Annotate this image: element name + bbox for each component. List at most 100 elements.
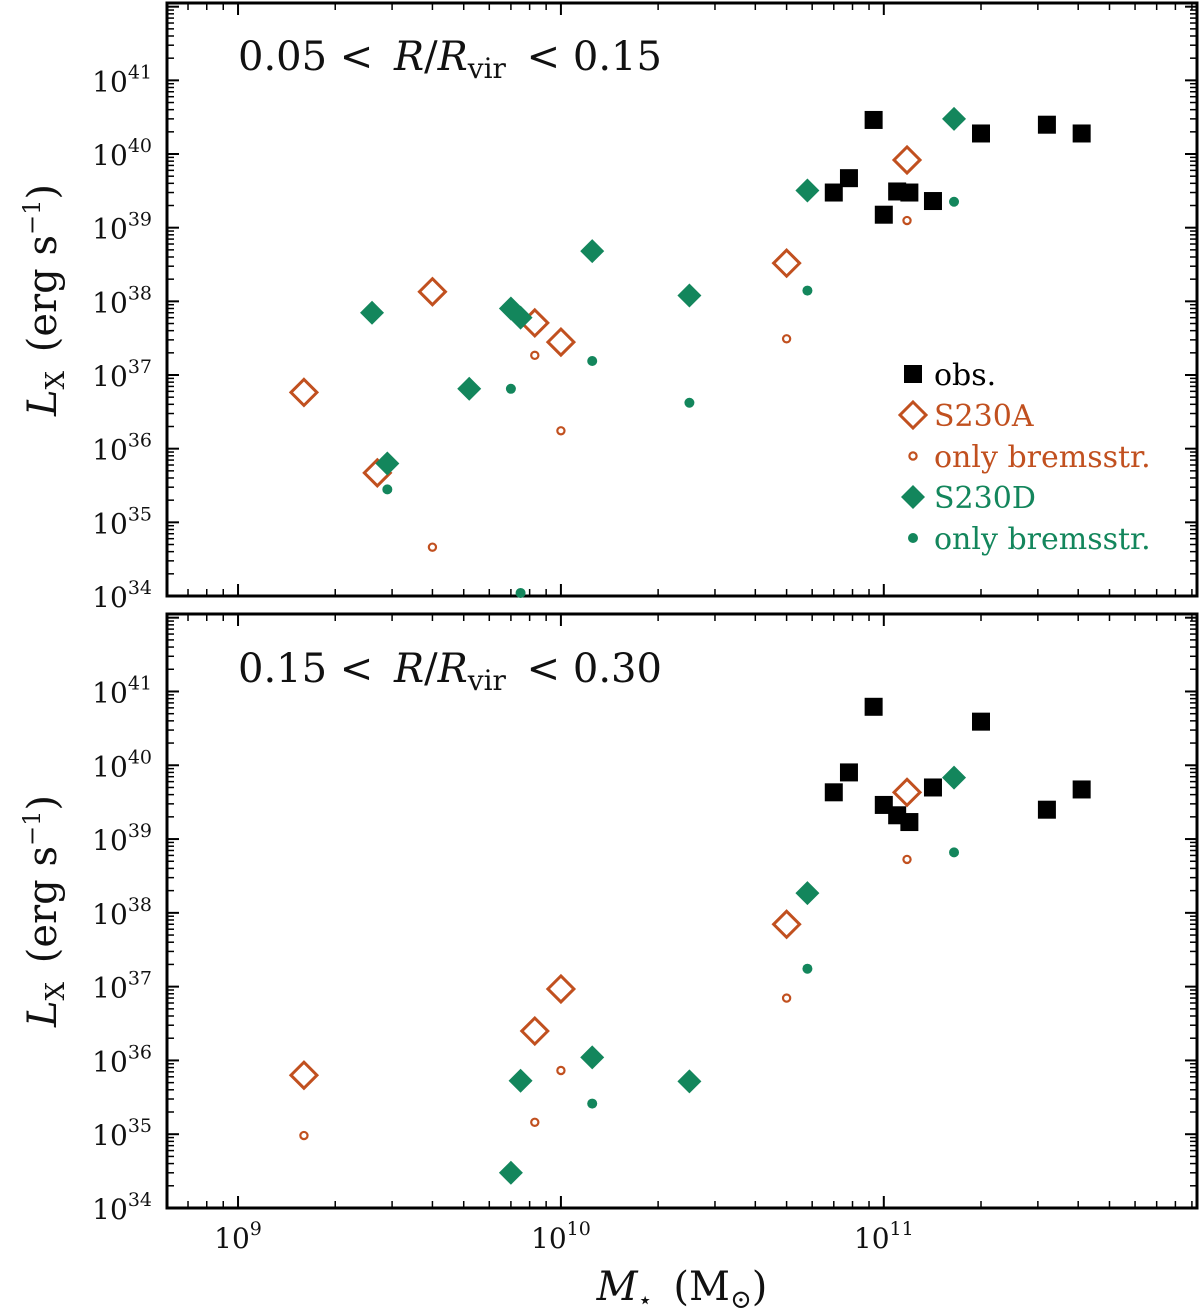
y-tick-label: 1038: [92, 894, 152, 931]
top-point-s230d: [375, 451, 400, 476]
legend-label-s230a-brems: only bremsstr.: [934, 440, 1151, 475]
top-point-s230a: [891, 144, 923, 176]
y-tick-label: 1040: [92, 746, 152, 783]
legend-marker-shape: [904, 365, 922, 383]
top-point-s230a: [288, 377, 320, 408]
bottom-point-s230a: [519, 1015, 550, 1047]
top-point-s230a: [771, 248, 802, 279]
bottom-panel-y-tick-labels: 1034 1035 1036 1037 1038 1039 1040 1041: [92, 672, 152, 1226]
top-panel-frame: [165, 1, 1199, 598]
top-point-obs: [824, 183, 843, 202]
top-point-s230d-brems: [382, 484, 393, 495]
bottom-point-s230a-brems: [556, 1065, 566, 1076]
x-axis-label: M⋆ (M⊙): [596, 1264, 768, 1316]
bottom-point-s230a: [891, 777, 923, 808]
y-tick-label: 1036: [92, 1041, 152, 1078]
bottom-point-obs: [864, 697, 883, 716]
legend-entry-obs: obs.: [904, 358, 996, 393]
bottom-panel-frame: [165, 612, 1199, 1210]
top-panel: 1034 1035 1036 1037 1038 1039 1040 1041 0.05 < …: [92, 1, 1199, 614]
top-point-obs: [972, 124, 991, 143]
top-point-obs: [900, 183, 919, 202]
bottom-point-s230d: [795, 881, 820, 906]
legend-marker-shape: [908, 533, 918, 543]
top-point-s230a-brems: [427, 542, 438, 552]
bottom-point-s230d: [942, 765, 967, 790]
legend-label-obs: obs.: [934, 358, 996, 393]
top-point-s230a: [417, 276, 448, 307]
legend: obs. S230A only bremsstr. S230D only bre…: [897, 358, 1151, 557]
top-point-obs: [864, 110, 883, 129]
bottom-point-s230d: [498, 1160, 523, 1185]
bottom-point-s230a: [288, 1060, 320, 1091]
bottom-point-obs: [923, 778, 942, 797]
top-point-s230a-brems: [902, 215, 912, 226]
top-panel-y-axis-label: LX (erg s−1): [18, 184, 74, 417]
bottom-point-obs: [972, 712, 991, 731]
legend-marker-s230a: [897, 399, 929, 431]
top-point-s230d-brems: [587, 355, 598, 366]
top-point-s230d-brems: [515, 587, 526, 598]
y-tick-label: 1036: [92, 430, 152, 467]
x-tick-labels: 109 1010 1011: [214, 1218, 914, 1255]
legend-marker-obs: [904, 365, 922, 383]
bottom-point-obs: [839, 763, 858, 782]
top-point-s230d-brems: [684, 397, 695, 408]
y-tick-label: 1039: [92, 820, 152, 857]
y-tick-label: 1037: [92, 968, 152, 1005]
bottom-point-s230a: [771, 909, 802, 940]
y-tick-label: 1041: [92, 672, 152, 709]
y-tick-label: 1038: [92, 282, 152, 319]
legend-label-s230d-brems: only bremsstr.: [934, 522, 1151, 557]
top-point-s230a-brems: [556, 426, 566, 436]
bottom-point-s230d: [580, 1045, 605, 1070]
legend-marker-shape: [897, 399, 929, 431]
top-panel-title: 0.05 < R/Rvir < 0.15: [238, 34, 662, 88]
top-point-s230d: [457, 376, 482, 401]
bottom-point-s230d: [677, 1069, 702, 1094]
legend-entry-s230a: S230A: [897, 399, 1034, 434]
legend-marker-shape: [901, 485, 925, 509]
legend-marker-s230d: [901, 485, 925, 509]
bottom-point-s230d: [508, 1068, 533, 1093]
y-tick-label: 1037: [92, 356, 152, 393]
top-point-s230d: [508, 305, 533, 330]
y-tick-label: 1039: [92, 209, 152, 246]
bottom-panel: 1034 1035 1036 1037 1038 1039 1040 1041 0.15 < …: [92, 612, 1199, 1226]
top-panel-ticks: [167, 3, 1197, 597]
top-point-s230a-brems: [530, 350, 540, 361]
top-point-s230d: [942, 106, 967, 131]
legend-label-s230a: S230A: [934, 399, 1034, 434]
bottom-panel-marks: [288, 697, 1091, 1185]
legend-marker-s230a-brems: [908, 451, 918, 461]
x-tick-label: 1011: [854, 1218, 914, 1255]
top-point-s230d: [580, 239, 605, 264]
y-tick-label: 1035: [92, 1115, 152, 1152]
bottom-panel-y-axis-label: LX (erg s−1): [18, 795, 74, 1028]
bottom-point-s230a-brems: [781, 993, 792, 1003]
y-tick-label: 1035: [92, 503, 152, 540]
bottom-point-s230a-brems: [902, 854, 912, 865]
y-tick-label: 1041: [92, 61, 152, 98]
top-point-s230d-brems: [949, 196, 960, 207]
x-tick-label: 1010: [531, 1218, 591, 1255]
bottom-point-obs: [1037, 800, 1056, 819]
x-tick-label: 109: [214, 1218, 262, 1255]
top-point-obs: [1072, 124, 1091, 143]
y-tick-label: 1034: [92, 577, 152, 614]
top-point-obs: [1037, 115, 1056, 134]
top-point-s230d: [795, 178, 820, 203]
bottom-point-s230a-brems: [530, 1117, 540, 1128]
legend-entry-s230d: S230D: [901, 481, 1036, 516]
y-tick-label: 1040: [92, 135, 152, 172]
legend-marker-s230d-brems: [908, 533, 918, 543]
legend-label-s230d: S230D: [934, 481, 1036, 516]
bottom-point-obs: [900, 813, 919, 832]
top-point-s230a-brems: [781, 334, 792, 344]
legend-entry-s230d-brems: only bremsstr.: [908, 522, 1151, 557]
top-point-s230d-brems: [802, 285, 813, 296]
bottom-point-s230d-brems: [587, 1098, 598, 1109]
top-point-s230d: [360, 300, 385, 325]
bottom-point-s230d-brems: [802, 963, 813, 974]
